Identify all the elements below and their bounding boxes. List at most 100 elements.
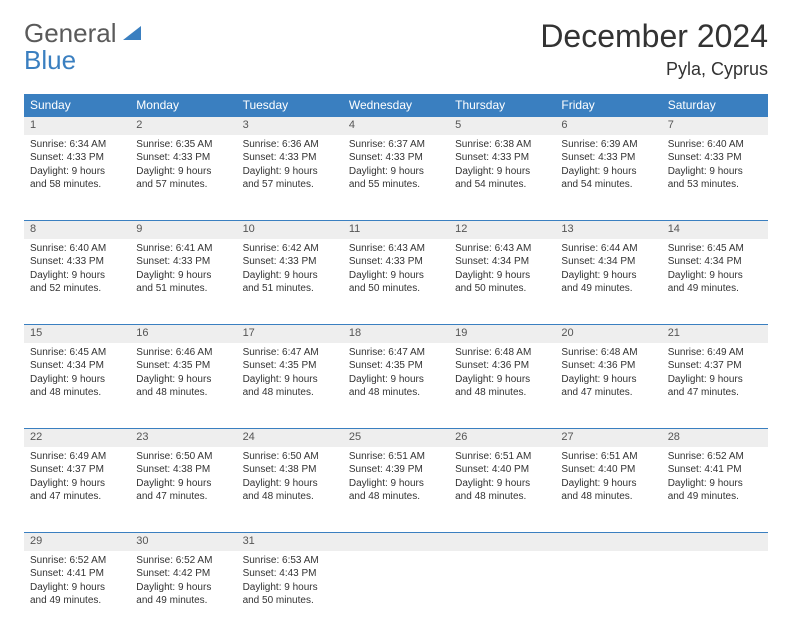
- daylight-text: Daylight: 9 hours and 48 minutes.: [243, 477, 337, 504]
- sunrise-text: Sunrise: 6:47 AM: [349, 346, 443, 360]
- sunset-text: Sunset: 4:34 PM: [561, 255, 655, 269]
- daylight-text: Daylight: 9 hours and 58 minutes.: [30, 165, 124, 192]
- day-header-row: Sunday Monday Tuesday Wednesday Thursday…: [24, 94, 768, 117]
- day-cell: Sunrise: 6:47 AMSunset: 4:35 PMDaylight:…: [343, 343, 449, 429]
- day-cell: [343, 551, 449, 637]
- day-header: Tuesday: [237, 94, 343, 117]
- daynum-row: 293031: [24, 533, 768, 551]
- sunset-text: Sunset: 4:35 PM: [243, 359, 337, 373]
- day-cell: [662, 551, 768, 637]
- sunrise-text: Sunrise: 6:50 AM: [136, 450, 230, 464]
- sunset-text: Sunset: 4:41 PM: [30, 567, 124, 581]
- sunrise-text: Sunrise: 6:43 AM: [349, 242, 443, 256]
- day-content: Sunrise: 6:39 AMSunset: 4:33 PMDaylight:…: [555, 135, 661, 198]
- day-content: Sunrise: 6:45 AMSunset: 4:34 PMDaylight:…: [24, 343, 130, 406]
- sunset-text: Sunset: 4:34 PM: [668, 255, 762, 269]
- day-cell: Sunrise: 6:45 AMSunset: 4:34 PMDaylight:…: [24, 343, 130, 429]
- day-content: Sunrise: 6:52 AMSunset: 4:41 PMDaylight:…: [24, 551, 130, 614]
- daynum-row: 891011121314: [24, 221, 768, 239]
- daynum-row: 1234567: [24, 117, 768, 135]
- day-number-cell: 27: [555, 429, 661, 447]
- day-content: Sunrise: 6:51 AMSunset: 4:39 PMDaylight:…: [343, 447, 449, 510]
- day-header: Saturday: [662, 94, 768, 117]
- day-content: Sunrise: 6:49 AMSunset: 4:37 PMDaylight:…: [24, 447, 130, 510]
- sunset-text: Sunset: 4:34 PM: [30, 359, 124, 373]
- sunset-text: Sunset: 4:38 PM: [243, 463, 337, 477]
- sunset-text: Sunset: 4:33 PM: [455, 151, 549, 165]
- day-number-cell: 21: [662, 325, 768, 343]
- day-number-cell: [662, 533, 768, 551]
- day-cell: Sunrise: 6:50 AMSunset: 4:38 PMDaylight:…: [237, 447, 343, 533]
- daylight-text: Daylight: 9 hours and 48 minutes.: [30, 373, 124, 400]
- sunset-text: Sunset: 4:33 PM: [243, 255, 337, 269]
- sunrise-text: Sunrise: 6:51 AM: [561, 450, 655, 464]
- daylight-text: Daylight: 9 hours and 54 minutes.: [455, 165, 549, 192]
- day-cell: Sunrise: 6:51 AMSunset: 4:40 PMDaylight:…: [555, 447, 661, 533]
- daylight-text: Daylight: 9 hours and 53 minutes.: [668, 165, 762, 192]
- day-number-cell: 9: [130, 221, 236, 239]
- day-header: Monday: [130, 94, 236, 117]
- sunrise-text: Sunrise: 6:53 AM: [243, 554, 337, 568]
- day-number-cell: 11: [343, 221, 449, 239]
- day-number-cell: 13: [555, 221, 661, 239]
- daylight-text: Daylight: 9 hours and 50 minutes.: [243, 581, 337, 608]
- day-content: Sunrise: 6:47 AMSunset: 4:35 PMDaylight:…: [343, 343, 449, 406]
- sunset-text: Sunset: 4:36 PM: [455, 359, 549, 373]
- daylight-text: Daylight: 9 hours and 48 minutes.: [561, 477, 655, 504]
- day-cell: [449, 551, 555, 637]
- daylight-text: Daylight: 9 hours and 52 minutes.: [30, 269, 124, 296]
- daynum-row: 15161718192021: [24, 325, 768, 343]
- daylight-text: Daylight: 9 hours and 51 minutes.: [243, 269, 337, 296]
- day-content: Sunrise: 6:44 AMSunset: 4:34 PMDaylight:…: [555, 239, 661, 302]
- sunrise-text: Sunrise: 6:52 AM: [30, 554, 124, 568]
- daylight-text: Daylight: 9 hours and 47 minutes.: [668, 373, 762, 400]
- sunrise-text: Sunrise: 6:35 AM: [136, 138, 230, 152]
- day-cell: Sunrise: 6:48 AMSunset: 4:36 PMDaylight:…: [555, 343, 661, 429]
- sunrise-text: Sunrise: 6:36 AM: [243, 138, 337, 152]
- day-number-cell: 14: [662, 221, 768, 239]
- sunset-text: Sunset: 4:33 PM: [349, 151, 443, 165]
- day-cell: Sunrise: 6:49 AMSunset: 4:37 PMDaylight:…: [24, 447, 130, 533]
- sunrise-text: Sunrise: 6:48 AM: [561, 346, 655, 360]
- day-number-cell: 22: [24, 429, 130, 447]
- day-content: Sunrise: 6:46 AMSunset: 4:35 PMDaylight:…: [130, 343, 236, 406]
- day-content: Sunrise: 6:47 AMSunset: 4:35 PMDaylight:…: [237, 343, 343, 406]
- day-cell: Sunrise: 6:35 AMSunset: 4:33 PMDaylight:…: [130, 135, 236, 221]
- day-number-cell: 30: [130, 533, 236, 551]
- sunset-text: Sunset: 4:37 PM: [30, 463, 124, 477]
- day-content: Sunrise: 6:40 AMSunset: 4:33 PMDaylight:…: [24, 239, 130, 302]
- sunrise-text: Sunrise: 6:43 AM: [455, 242, 549, 256]
- sunrise-text: Sunrise: 6:38 AM: [455, 138, 549, 152]
- day-cell: Sunrise: 6:43 AMSunset: 4:34 PMDaylight:…: [449, 239, 555, 325]
- day-content: Sunrise: 6:50 AMSunset: 4:38 PMDaylight:…: [237, 447, 343, 510]
- day-content: Sunrise: 6:37 AMSunset: 4:33 PMDaylight:…: [343, 135, 449, 198]
- day-cell: [555, 551, 661, 637]
- day-cell: Sunrise: 6:49 AMSunset: 4:37 PMDaylight:…: [662, 343, 768, 429]
- day-content: Sunrise: 6:52 AMSunset: 4:42 PMDaylight:…: [130, 551, 236, 614]
- daylight-text: Daylight: 9 hours and 48 minutes.: [455, 373, 549, 400]
- daylight-text: Daylight: 9 hours and 49 minutes.: [668, 477, 762, 504]
- day-number-cell: 17: [237, 325, 343, 343]
- day-content: Sunrise: 6:51 AMSunset: 4:40 PMDaylight:…: [449, 447, 555, 510]
- calendar-table: Sunday Monday Tuesday Wednesday Thursday…: [24, 94, 768, 637]
- day-number-cell: 24: [237, 429, 343, 447]
- day-content: Sunrise: 6:52 AMSunset: 4:41 PMDaylight:…: [662, 447, 768, 510]
- daylight-text: Daylight: 9 hours and 48 minutes.: [243, 373, 337, 400]
- day-content: Sunrise: 6:51 AMSunset: 4:40 PMDaylight:…: [555, 447, 661, 510]
- day-content: Sunrise: 6:53 AMSunset: 4:43 PMDaylight:…: [237, 551, 343, 614]
- daylight-text: Daylight: 9 hours and 49 minutes.: [668, 269, 762, 296]
- daylight-text: Daylight: 9 hours and 55 minutes.: [349, 165, 443, 192]
- calendar-body: 1234567Sunrise: 6:34 AMSunset: 4:33 PMDa…: [24, 117, 768, 637]
- day-number-cell: 6: [555, 117, 661, 135]
- day-number-cell: 7: [662, 117, 768, 135]
- day-cell: Sunrise: 6:52 AMSunset: 4:41 PMDaylight:…: [662, 447, 768, 533]
- daylight-text: Daylight: 9 hours and 50 minutes.: [455, 269, 549, 296]
- day-number-cell: 23: [130, 429, 236, 447]
- daylight-text: Daylight: 9 hours and 57 minutes.: [243, 165, 337, 192]
- week-row: Sunrise: 6:34 AMSunset: 4:33 PMDaylight:…: [24, 135, 768, 221]
- daylight-text: Daylight: 9 hours and 47 minutes.: [136, 477, 230, 504]
- sunset-text: Sunset: 4:33 PM: [349, 255, 443, 269]
- day-number-cell: 5: [449, 117, 555, 135]
- day-number-cell: 2: [130, 117, 236, 135]
- title-block: December 2024 Pyla, Cyprus: [540, 18, 768, 80]
